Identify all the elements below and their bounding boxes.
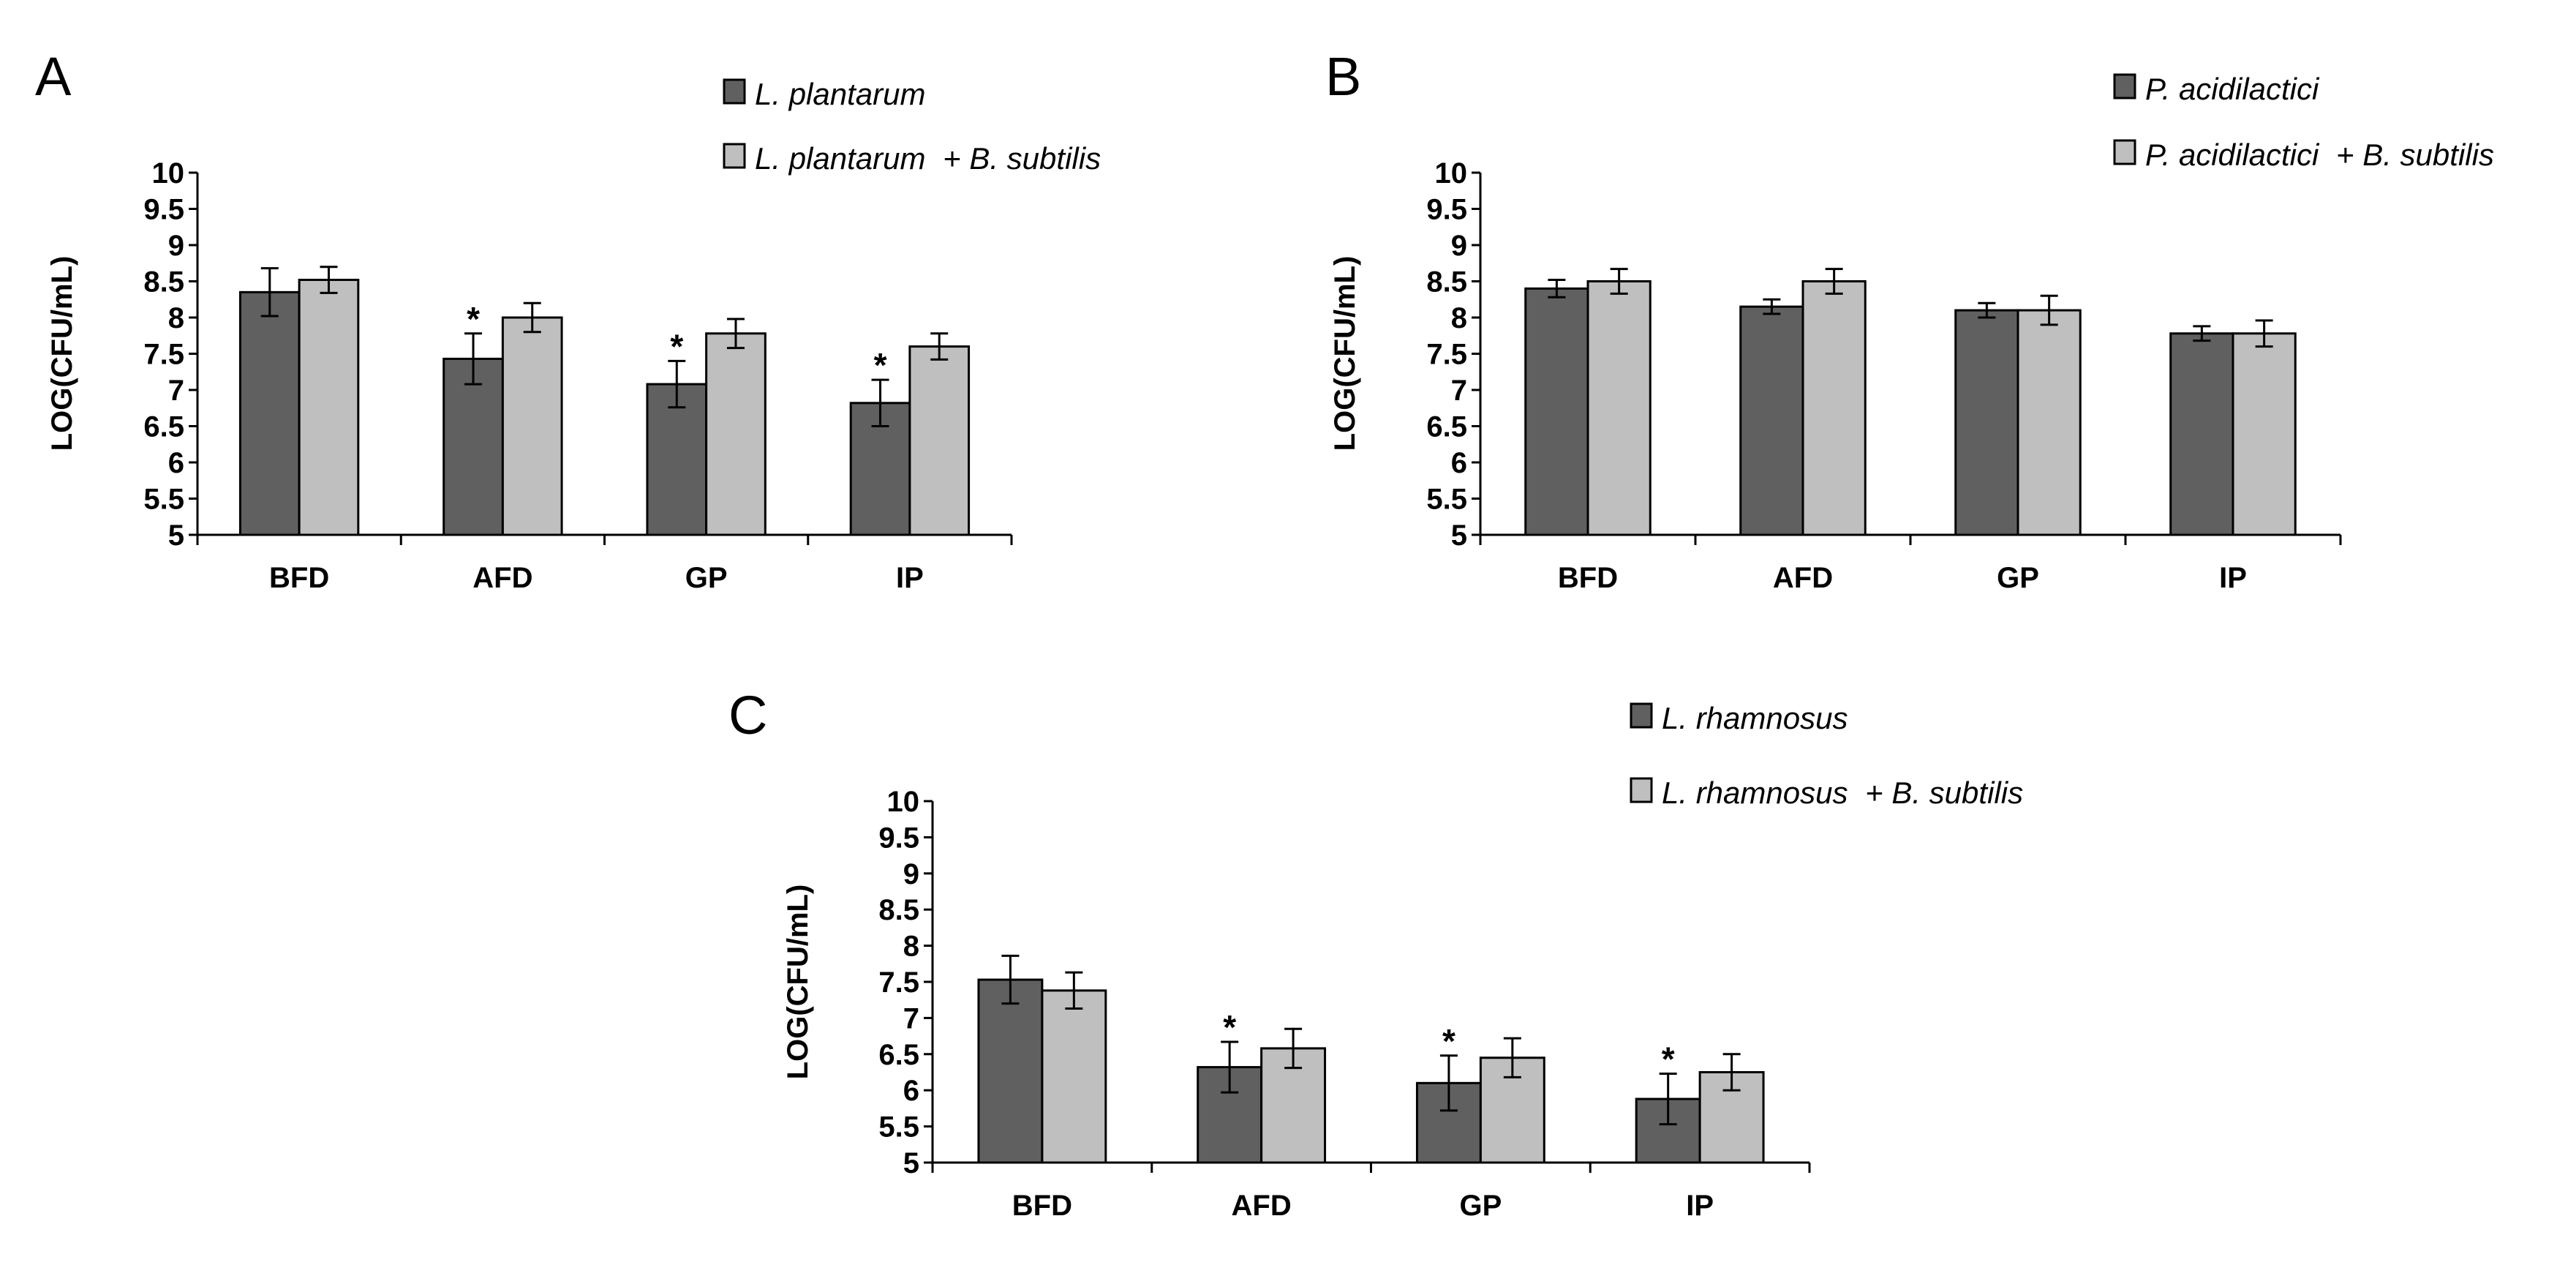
bar-a-s2-afd: [501, 316, 563, 536]
category-label: BFD: [1012, 1190, 1072, 1222]
legend-label: L. rhamnosus: [1662, 701, 1848, 735]
significance-mark: *: [1662, 1040, 1675, 1078]
legend-label: L. rhamnosus + B. subtilis: [1662, 776, 2023, 810]
y-tick-label: 5: [1451, 519, 1467, 552]
legend-species: L. plantarum: [755, 141, 925, 176]
legend-combination: + B. subtilis: [934, 141, 1101, 176]
y-tick-label: 7: [1451, 375, 1467, 407]
legend-swatch: [1630, 777, 1653, 803]
y-tick-label: 5: [903, 1147, 919, 1179]
y-tick-label: 9.5: [878, 822, 919, 854]
category-label: GP: [1459, 1190, 1502, 1222]
legend-combination: + B. subtilis: [1856, 776, 2023, 810]
chart-panel-c: C 55.5 6 6.5 77.58 8.5 9 9.5 10 LOG(CFU/mL) BFD * AF…: [728, 685, 2023, 1222]
y-tick-label: 8.5: [143, 266, 184, 299]
y-tick-label: 10: [152, 157, 185, 189]
y-tick-label: 7: [903, 1002, 919, 1035]
legend-label: P. acidilactici + B. subtilis: [2145, 138, 2494, 172]
significance-mark: *: [874, 346, 887, 384]
category-label: GP: [1997, 562, 2039, 594]
y-tick-label: 5: [168, 519, 184, 552]
panel-letter: A: [35, 46, 72, 107]
bar-b-s2-ip: [2232, 332, 2297, 536]
y-tick-label: 5.5: [1426, 484, 1467, 516]
category-label: AFD: [1232, 1190, 1292, 1222]
legend-swatch: [2113, 139, 2136, 165]
y-tick-label: 6.5: [143, 411, 184, 443]
legend-species: L. rhamnosus: [1662, 701, 1848, 735]
y-tick-label: 6: [1451, 447, 1467, 479]
bar-b-s2-bfd: [1586, 280, 1652, 536]
y-tick-label: 10: [887, 786, 920, 818]
y-axis-title: LOG(CFU/mL): [782, 885, 814, 1080]
y-tick-label: 5.5: [878, 1111, 919, 1144]
bar-c-s2-bfd: [1041, 989, 1107, 1164]
bar-a-s1-bfd: [238, 290, 301, 536]
y-tick-label: 8: [168, 302, 184, 334]
bar-b-s1-afd: [1739, 305, 1804, 536]
y-tick-label: 7: [168, 375, 184, 407]
y-tick-label: 6: [168, 447, 184, 479]
y-tick-label: 5.5: [143, 484, 184, 516]
y-axis-title: LOG(CFU/mL): [1329, 256, 1361, 451]
category-label: IP: [1686, 1190, 1714, 1222]
y-axis-title: LOG(CFU/mL): [46, 256, 78, 451]
y-tick-label: 7.5: [143, 339, 184, 371]
bar-a-s1-afd: [442, 357, 504, 536]
bar-b-s1-ip: [2169, 332, 2234, 536]
legend-species: L. rhamnosus: [1662, 776, 1848, 810]
significance-mark: *: [1442, 1022, 1455, 1060]
bar-c-s1-bfd: [977, 978, 1044, 1164]
y-tick-label: 6: [903, 1075, 919, 1107]
y-tick-label: 8.5: [878, 894, 919, 926]
bar-b-s2-afd: [1801, 280, 1867, 536]
legend-species: P. acidilactici: [2145, 138, 2320, 172]
legend-swatch: [723, 143, 746, 169]
bar-a-s2-gp: [705, 332, 767, 536]
y-tick-label: 6.5: [1426, 411, 1467, 443]
category-label: BFD: [1558, 562, 1618, 594]
y-tick-label: 8.5: [1426, 266, 1467, 299]
significance-mark: *: [670, 327, 683, 365]
y-tick-label: 7.5: [1426, 339, 1467, 371]
y-tick-label: 10: [1435, 157, 1468, 189]
legend-swatch: [723, 78, 746, 105]
legend-species: L. plantarum: [755, 77, 925, 111]
y-tick-label: 6.5: [878, 1039, 919, 1071]
legend-label: L. plantarum + B. subtilis: [755, 141, 1101, 176]
y-tick-label: 7.5: [878, 966, 919, 999]
y-tick-label: 9.5: [143, 194, 184, 226]
legend-swatch: [2113, 73, 2136, 100]
chart-panel-b: B 55.5 6 6.5 7 7.5 88.5 9 9.5 10 LOG(CFU/mL) BFD AFD…: [1325, 46, 2494, 594]
bar-b-s2-gp: [2016, 309, 2082, 536]
legend-species: P. acidilactici: [2145, 72, 2320, 106]
category-label: BFD: [269, 562, 329, 594]
y-tick-label: 9: [903, 858, 919, 890]
y-tick-label: 8: [1451, 302, 1467, 334]
y-tick-label: 9: [1451, 230, 1467, 262]
category-label: AFD: [472, 562, 532, 594]
category-label: GP: [685, 562, 728, 594]
legend-swatch: [1630, 702, 1653, 729]
legend-combination: + B. subtilis: [2327, 138, 2494, 172]
y-tick-label: 9: [168, 230, 184, 262]
significance-mark: *: [467, 300, 480, 338]
panel-letter: C: [728, 685, 767, 746]
legend-label: P. acidilactici: [2145, 72, 2320, 106]
y-tick-label: 8: [903, 931, 919, 963]
bar-b-s1-gp: [1954, 309, 2019, 536]
legend-label: L. plantarum: [755, 77, 925, 111]
category-label: AFD: [1773, 562, 1833, 594]
bar-a-s2-bfd: [298, 279, 360, 536]
panel-letter: B: [1325, 46, 1361, 107]
bar-a-s2-ip: [908, 345, 971, 536]
y-tick-label: 9.5: [1426, 194, 1467, 226]
category-label: IP: [2219, 562, 2247, 594]
bar-b-s1-bfd: [1524, 287, 1589, 536]
significance-mark: *: [1223, 1008, 1236, 1046]
category-label: IP: [896, 562, 924, 594]
chart-panel-a: A 55.5 6 6.5 7 7.5 88.5 9 9.5 10 LOG(CFU/mL) BFD * AF…: [35, 46, 1101, 594]
